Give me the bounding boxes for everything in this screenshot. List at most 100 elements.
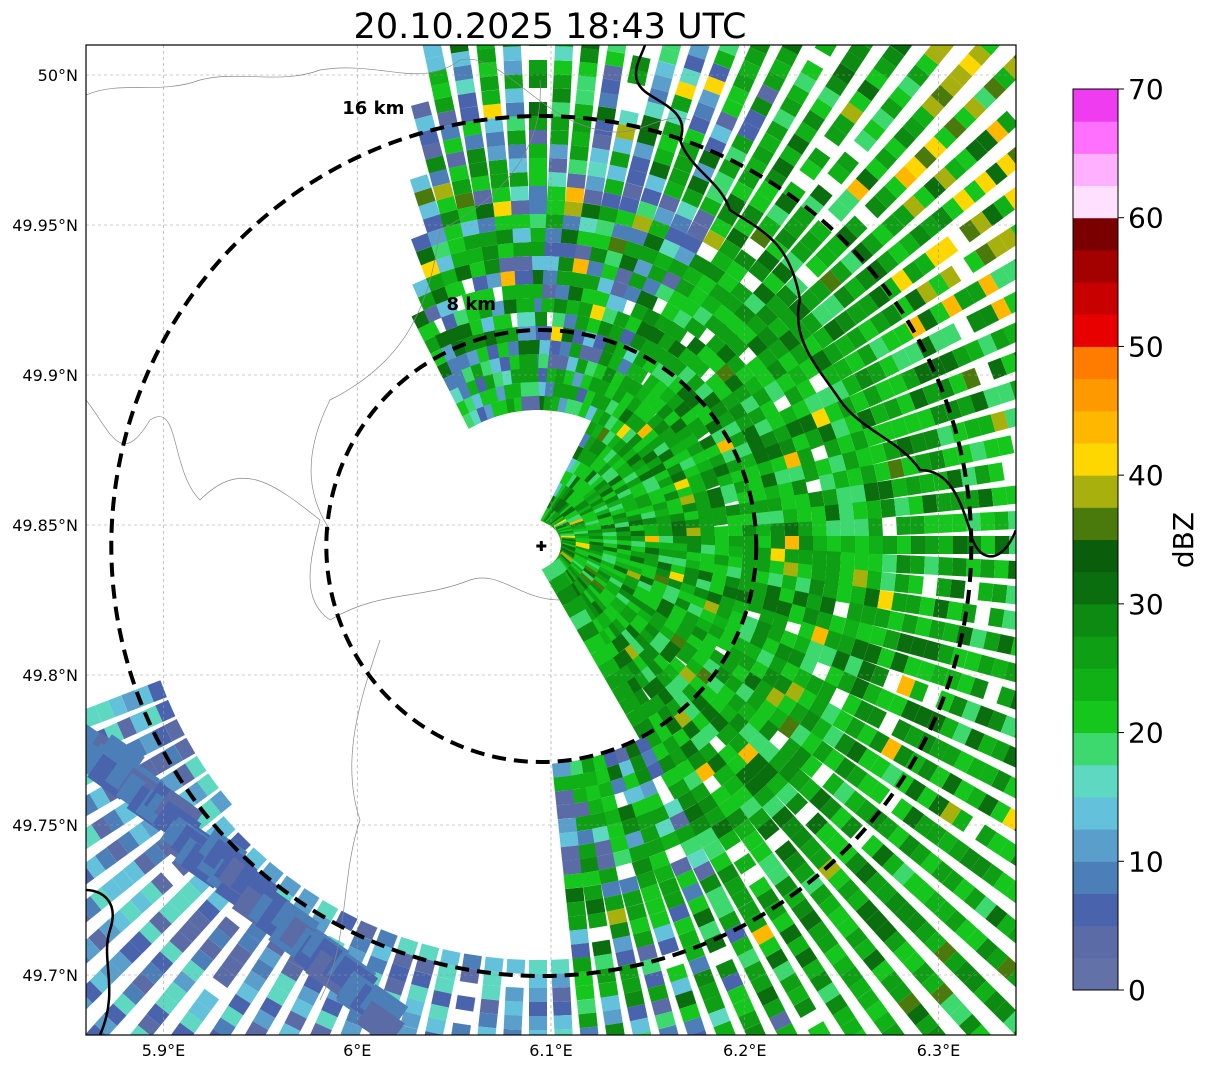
echo-cell: [482, 970, 503, 987]
echo-cell: [799, 909, 823, 932]
echo-cell: [741, 830, 765, 853]
echo-cell: [933, 900, 957, 924]
colorbar-segment: [1073, 153, 1118, 187]
echo-cell: [140, 881, 163, 905]
y-tick-label: 49.85°N: [12, 516, 78, 535]
echo-cell: [939, 801, 962, 825]
echo-cell: [932, 471, 950, 492]
echo-cell: [529, 144, 547, 158]
echo-cell: [944, 909, 967, 933]
echo-cell: [774, 840, 798, 863]
echo-cell: [963, 650, 982, 673]
echo-cell: [698, 920, 721, 941]
echo-cell: [857, 773, 880, 797]
echo-cell: [993, 511, 1009, 531]
echo-cell: [809, 98, 833, 120]
echo-cell: [431, 82, 452, 100]
echo-cell: [840, 1017, 864, 1035]
echo-cell: [897, 75, 921, 98]
echo-cell: [989, 266, 1012, 290]
echo-cell: [750, 973, 773, 994]
echo-cell: [196, 988, 220, 1011]
echo-cell: [651, 74, 673, 93]
echo-cell: [86, 896, 102, 919]
echo-cell: [990, 297, 1012, 321]
echo-cell: [159, 940, 183, 964]
echo-cell: [969, 677, 989, 700]
echo-cell: [688, 815, 712, 837]
echo-cell: [792, 861, 815, 885]
echo-cell: [86, 1034, 99, 1035]
echo-cell: [120, 1036, 143, 1058]
echo-cell: [278, 1022, 301, 1035]
echo-cell: [513, 255, 533, 271]
echo-cell: [425, 155, 447, 174]
echo-cell: [609, 150, 631, 169]
echo-cell: [688, 253, 712, 275]
echo-cell: [238, 1033, 262, 1035]
echo-cell: [1003, 1010, 1016, 1033]
echo-cell: [631, 214, 654, 233]
echo-cell: [891, 719, 912, 742]
echo-cell: [817, 645, 838, 668]
echo-cell: [865, 157, 888, 181]
echo-cell: [913, 362, 934, 385]
echo-cell: [904, 911, 927, 934]
x-tick-label: 6.1°E: [529, 1041, 573, 1060]
echo-cell: [280, 960, 304, 982]
echo-cell: [144, 843, 167, 866]
echo-cell: [644, 896, 667, 916]
echo-cell: [94, 1013, 118, 1035]
echo-cell: [614, 209, 637, 228]
echo-cell: [506, 958, 526, 974]
echo-cell: [574, 244, 595, 261]
echo-cell: [217, 916, 240, 939]
echo-cell: [600, 880, 622, 899]
echo-cell: [909, 843, 932, 866]
x-tick-label: 5.9°E: [142, 1041, 186, 1060]
echo-cell: [756, 985, 779, 1007]
echo-cell: [897, 992, 921, 1015]
echo-cell: [519, 353, 538, 369]
echo-cell: [155, 699, 176, 722]
echo-cell: [529, 256, 547, 270]
echo-cell: [903, 656, 923, 678]
echo-cell: [743, 960, 767, 982]
echo-cell: [111, 869, 135, 893]
echo-cell: [1002, 322, 1016, 345]
echo-cell: [451, 178, 473, 196]
echo-cell: [807, 920, 831, 943]
echo-cell: [605, 50, 625, 68]
echo-cell: [648, 219, 671, 240]
echo-cell: [642, 676, 666, 700]
echo-cell: [668, 167, 691, 187]
echo-cell: [817, 422, 838, 445]
echo-cell: [607, 1036, 627, 1053]
echo-cell: [848, 977, 872, 1000]
echo-cell: [933, 940, 957, 964]
echo-cell: [913, 252, 936, 276]
echo-cell: [687, 417, 710, 440]
echo-cell: [725, 260, 749, 283]
echo-cell: [647, 87, 669, 106]
echo-cell: [977, 1034, 1001, 1035]
echo-cell: [481, 244, 502, 261]
echo-cell: [1015, 316, 1016, 339]
echo-cell: [965, 928, 988, 952]
echo-cell: [462, 119, 482, 137]
echo-cell: [834, 757, 857, 780]
echo-cell: [687, 536, 701, 554]
echo-cell: [868, 730, 890, 754]
echo-cell: [598, 92, 619, 109]
echo-cell: [698, 981, 721, 1002]
echo-cell: [149, 911, 172, 934]
echo-cell: [168, 891, 192, 915]
echo-cell: [935, 577, 952, 598]
echo-cell: [854, 268, 878, 291]
echo-cell: [86, 824, 101, 848]
echo-cell: [777, 715, 800, 739]
echo-cell: [585, 898, 606, 915]
echo-cell: [190, 948, 214, 972]
echo-cell: [278, 875, 302, 898]
echo-cell: [887, 694, 908, 717]
